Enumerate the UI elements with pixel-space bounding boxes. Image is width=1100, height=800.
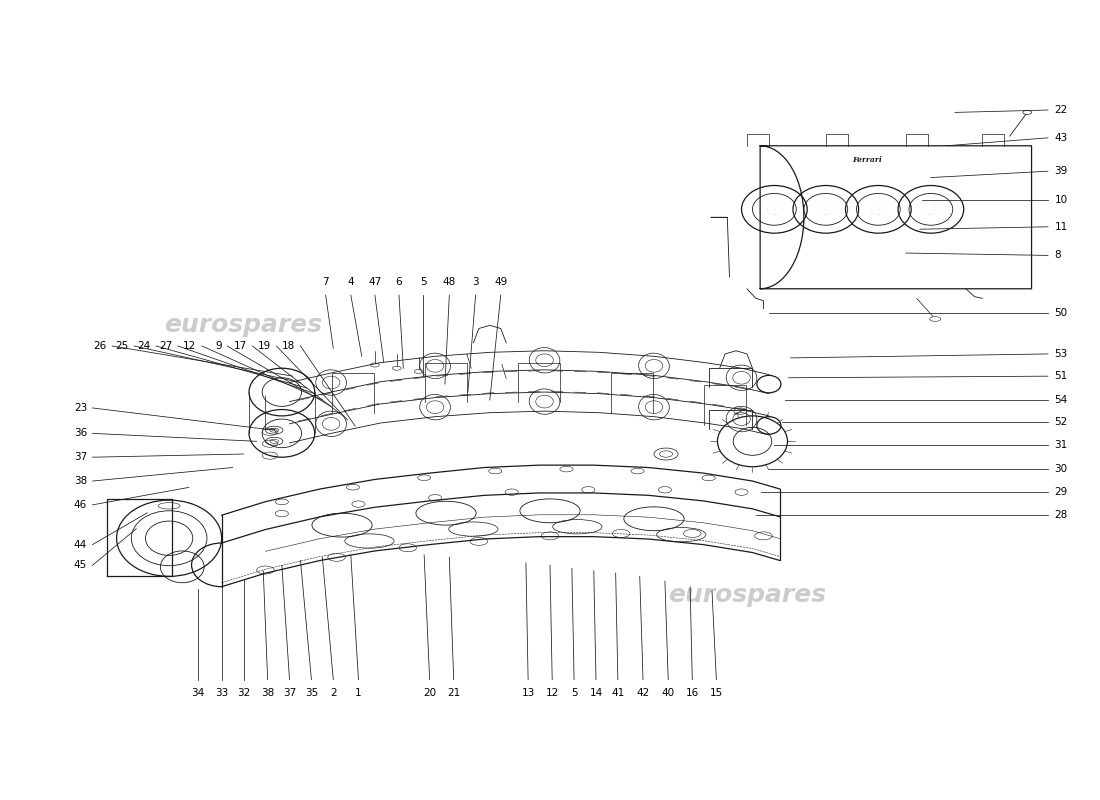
Text: 53: 53 <box>1055 349 1068 359</box>
Text: 31: 31 <box>1055 440 1068 450</box>
Text: 27: 27 <box>160 341 173 351</box>
Text: 4: 4 <box>348 277 354 287</box>
Text: 1: 1 <box>355 687 362 698</box>
Text: 34: 34 <box>191 687 205 698</box>
Text: 28: 28 <box>1055 510 1068 520</box>
Text: 11: 11 <box>1055 222 1068 232</box>
Text: 14: 14 <box>590 687 603 698</box>
Text: 18: 18 <box>282 341 295 351</box>
Text: 36: 36 <box>74 428 87 438</box>
Text: 26: 26 <box>94 341 107 351</box>
Text: 46: 46 <box>74 500 87 510</box>
Text: 23: 23 <box>74 403 87 413</box>
Text: eurospares: eurospares <box>165 313 322 337</box>
Text: 41: 41 <box>612 687 625 698</box>
Text: 12: 12 <box>546 687 559 698</box>
Text: 38: 38 <box>261 687 274 698</box>
Text: 54: 54 <box>1055 395 1068 405</box>
Text: 17: 17 <box>233 341 246 351</box>
Text: 35: 35 <box>305 687 318 698</box>
Text: 52: 52 <box>1055 418 1068 427</box>
Text: 37: 37 <box>74 452 87 462</box>
Text: 49: 49 <box>494 277 507 287</box>
Text: 47: 47 <box>368 277 382 287</box>
Text: 48: 48 <box>442 277 455 287</box>
Text: 10: 10 <box>1055 194 1068 205</box>
Text: Ferrari: Ferrari <box>852 156 882 164</box>
Text: 43: 43 <box>1055 133 1068 143</box>
Text: 7: 7 <box>322 277 329 287</box>
Text: 51: 51 <box>1055 371 1068 381</box>
Circle shape <box>924 205 937 214</box>
Circle shape <box>872 205 884 214</box>
Text: 2: 2 <box>330 687 337 698</box>
Text: 19: 19 <box>257 341 271 351</box>
Text: 44: 44 <box>74 539 87 550</box>
Text: 39: 39 <box>1055 166 1068 176</box>
Text: 5: 5 <box>571 687 578 698</box>
Text: 29: 29 <box>1055 487 1068 497</box>
Text: 8: 8 <box>1055 250 1061 261</box>
Text: 32: 32 <box>236 687 250 698</box>
Text: 13: 13 <box>521 687 535 698</box>
Circle shape <box>820 205 833 214</box>
Circle shape <box>768 205 781 214</box>
Text: 6: 6 <box>396 277 403 287</box>
Text: 42: 42 <box>637 687 650 698</box>
Text: 38: 38 <box>74 476 87 486</box>
Text: 20: 20 <box>424 687 437 698</box>
Text: 40: 40 <box>661 687 674 698</box>
Text: 22: 22 <box>1055 105 1068 115</box>
Text: 37: 37 <box>283 687 296 698</box>
Text: 3: 3 <box>472 277 478 287</box>
Text: 30: 30 <box>1055 464 1068 474</box>
Text: 12: 12 <box>184 341 197 351</box>
Text: 21: 21 <box>447 687 460 698</box>
Text: 24: 24 <box>138 341 151 351</box>
Text: 15: 15 <box>710 687 723 698</box>
Text: 50: 50 <box>1055 308 1068 318</box>
Text: 25: 25 <box>116 341 129 351</box>
Text: 9: 9 <box>214 341 222 351</box>
Text: 16: 16 <box>685 687 698 698</box>
Text: 45: 45 <box>74 560 87 570</box>
Text: eurospares: eurospares <box>668 582 826 606</box>
Text: 5: 5 <box>420 277 427 287</box>
Text: 33: 33 <box>214 687 229 698</box>
